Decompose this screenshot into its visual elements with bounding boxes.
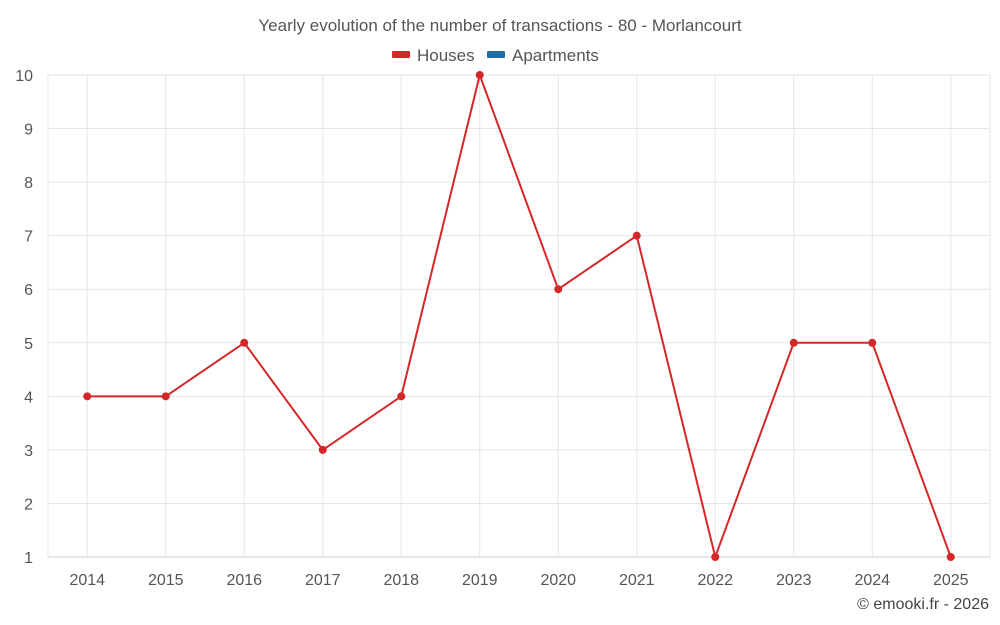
data-point[interactable] — [397, 392, 406, 401]
data-point[interactable] — [318, 445, 327, 454]
x-tick-label: 2023 — [776, 572, 812, 589]
y-axis-ticks: 1 2 3 4 5 6 7 8 9 10 — [15, 68, 33, 567]
x-tick-label: 2019 — [462, 572, 498, 589]
data-point[interactable] — [632, 231, 641, 240]
data-point[interactable] — [554, 285, 563, 294]
y-tick-label: 2 — [24, 496, 33, 513]
chart-title: Yearly evolution of the number of transa… — [258, 16, 741, 35]
x-tick-label: 2025 — [933, 572, 969, 589]
y-tick-label: 8 — [24, 175, 33, 192]
x-tick-label: 2021 — [619, 572, 655, 589]
y-tick-label: 7 — [24, 229, 33, 246]
legend-swatch-apartments — [487, 51, 505, 58]
data-point[interactable] — [161, 392, 170, 401]
y-tick-label: 10 — [15, 68, 33, 85]
legend-label-houses[interactable]: Houses — [417, 46, 475, 65]
legend-swatch-houses — [392, 51, 410, 58]
data-point[interactable] — [946, 553, 955, 561]
x-tick-label: 2017 — [305, 572, 341, 589]
x-tick-label: 2024 — [854, 572, 890, 589]
legend-label-apartments[interactable]: Apartments — [512, 46, 599, 65]
data-point[interactable] — [240, 338, 249, 347]
data-point[interactable] — [868, 338, 877, 347]
x-tick-label: 2016 — [226, 572, 262, 589]
y-tick-label: 1 — [24, 550, 33, 567]
x-tick-label: 2014 — [69, 572, 105, 589]
x-tick-label: 2022 — [697, 572, 733, 589]
series-houses — [83, 71, 955, 561]
y-tick-label: 3 — [24, 443, 33, 460]
x-tick-label: 2020 — [540, 572, 576, 589]
series-line — [87, 74, 952, 558]
data-point[interactable] — [475, 71, 484, 79]
x-tick-label: 2018 — [383, 572, 419, 589]
y-tick-label: 9 — [24, 122, 33, 139]
x-tick-label: 2015 — [148, 572, 184, 589]
y-tick-label: 4 — [24, 389, 33, 406]
y-tick-label: 6 — [24, 282, 33, 299]
legend: Houses Apartments — [392, 46, 599, 65]
y-tick-label: 5 — [24, 336, 33, 353]
grid — [47, 74, 991, 558]
data-point[interactable] — [83, 392, 92, 401]
data-point[interactable] — [789, 338, 798, 347]
data-point[interactable] — [711, 553, 720, 561]
x-axis-ticks: 2014 2015 2016 2017 2018 2019 2020 2021 2022 2023… — [69, 572, 968, 589]
credit-text: © emooki.fr - 2026 — [857, 596, 989, 613]
